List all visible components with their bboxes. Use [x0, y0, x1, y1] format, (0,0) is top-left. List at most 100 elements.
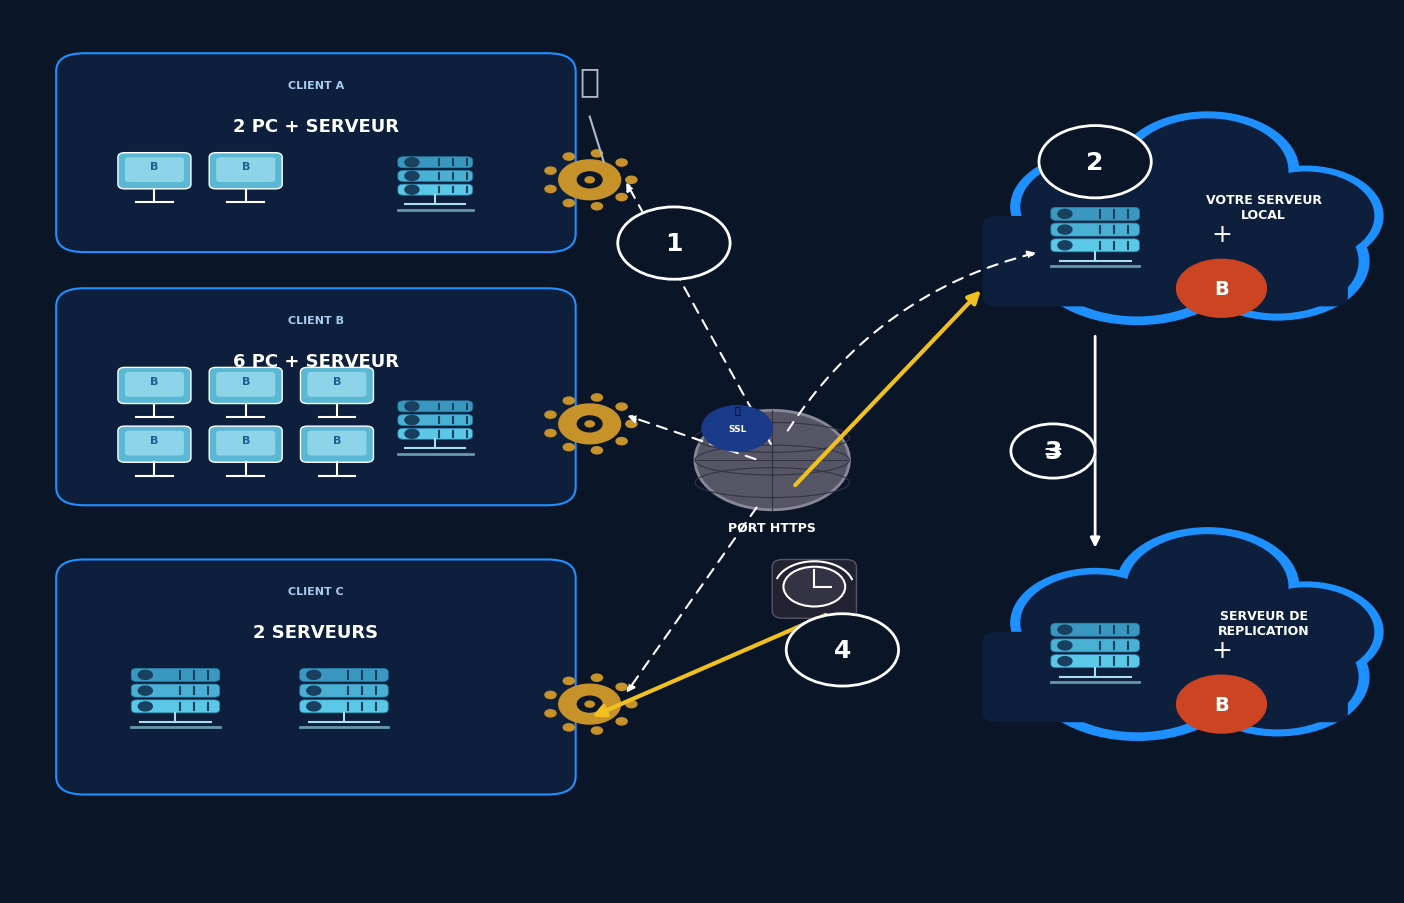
- Circle shape: [585, 422, 594, 427]
- Circle shape: [786, 614, 899, 686]
- FancyBboxPatch shape: [1050, 623, 1139, 637]
- Text: CLIENT B: CLIENT B: [288, 315, 344, 326]
- FancyBboxPatch shape: [397, 185, 473, 196]
- Circle shape: [1177, 675, 1266, 733]
- Circle shape: [404, 172, 418, 182]
- Circle shape: [783, 567, 845, 607]
- Circle shape: [138, 702, 152, 711]
- Circle shape: [1025, 181, 1250, 325]
- Circle shape: [616, 160, 628, 167]
- Circle shape: [563, 724, 574, 731]
- Circle shape: [306, 686, 320, 695]
- Circle shape: [545, 710, 556, 717]
- Circle shape: [306, 671, 320, 680]
- FancyBboxPatch shape: [397, 402, 473, 413]
- Circle shape: [404, 403, 418, 412]
- Text: B: B: [241, 377, 250, 386]
- Text: 2: 2: [1087, 151, 1104, 174]
- FancyBboxPatch shape: [983, 632, 1348, 722]
- FancyBboxPatch shape: [216, 372, 275, 397]
- Circle shape: [1039, 605, 1236, 731]
- Circle shape: [563, 444, 574, 452]
- FancyBboxPatch shape: [983, 217, 1348, 307]
- Circle shape: [138, 671, 152, 680]
- Circle shape: [616, 684, 628, 691]
- Circle shape: [545, 168, 556, 175]
- Circle shape: [1116, 113, 1299, 230]
- Circle shape: [1021, 575, 1170, 671]
- FancyBboxPatch shape: [131, 684, 219, 697]
- Text: 2 SERVEURS: 2 SERVEURS: [253, 623, 379, 641]
- Circle shape: [591, 447, 602, 454]
- Circle shape: [1116, 528, 1299, 646]
- Circle shape: [545, 430, 556, 437]
- Circle shape: [559, 405, 621, 444]
- FancyBboxPatch shape: [131, 668, 219, 682]
- Text: B: B: [150, 162, 159, 172]
- Circle shape: [618, 208, 730, 280]
- Circle shape: [404, 430, 418, 439]
- Circle shape: [626, 421, 637, 428]
- Circle shape: [1039, 126, 1151, 199]
- FancyBboxPatch shape: [397, 415, 473, 426]
- FancyBboxPatch shape: [125, 372, 184, 397]
- FancyBboxPatch shape: [56, 560, 576, 795]
- Circle shape: [563, 154, 574, 161]
- FancyBboxPatch shape: [1050, 639, 1139, 652]
- Circle shape: [591, 675, 602, 682]
- FancyBboxPatch shape: [397, 172, 473, 182]
- Circle shape: [585, 702, 594, 707]
- Text: SSL: SSL: [727, 424, 747, 433]
- Circle shape: [1057, 626, 1071, 635]
- Text: 4: 4: [834, 638, 851, 662]
- Text: SERVEUR DE
REPLICATION: SERVEUR DE REPLICATION: [1217, 610, 1310, 637]
- Text: PORT HTTPS: PORT HTTPS: [729, 522, 816, 535]
- Circle shape: [1177, 260, 1266, 318]
- Circle shape: [1011, 424, 1095, 479]
- Circle shape: [404, 416, 418, 425]
- Circle shape: [616, 718, 628, 725]
- FancyBboxPatch shape: [125, 158, 184, 182]
- Circle shape: [563, 397, 574, 405]
- Text: B: B: [1214, 694, 1228, 714]
- Circle shape: [591, 727, 602, 734]
- Text: VOTRE SERVEUR
LOCAL: VOTRE SERVEUR LOCAL: [1206, 194, 1321, 221]
- Circle shape: [563, 677, 574, 684]
- Text: B: B: [333, 435, 341, 445]
- Circle shape: [559, 684, 621, 724]
- Circle shape: [138, 686, 152, 695]
- Circle shape: [1057, 226, 1071, 235]
- FancyBboxPatch shape: [125, 431, 184, 456]
- FancyBboxPatch shape: [216, 431, 275, 456]
- Circle shape: [306, 702, 320, 711]
- FancyBboxPatch shape: [300, 700, 388, 713]
- Circle shape: [585, 178, 594, 183]
- FancyBboxPatch shape: [1050, 655, 1139, 668]
- Circle shape: [559, 161, 621, 200]
- Circle shape: [1238, 173, 1373, 260]
- Text: B: B: [241, 435, 250, 445]
- Text: B: B: [150, 377, 159, 386]
- FancyBboxPatch shape: [209, 368, 282, 405]
- Circle shape: [577, 172, 602, 189]
- Circle shape: [577, 696, 602, 712]
- FancyBboxPatch shape: [56, 54, 576, 253]
- Circle shape: [591, 203, 602, 210]
- Circle shape: [1238, 589, 1373, 675]
- Circle shape: [1127, 120, 1287, 223]
- Circle shape: [1021, 160, 1170, 256]
- Circle shape: [695, 411, 849, 510]
- Text: 2 PC + SERVEUR: 2 PC + SERVEUR: [233, 117, 399, 135]
- Text: CLIENT A: CLIENT A: [288, 80, 344, 91]
- Circle shape: [591, 395, 602, 402]
- FancyBboxPatch shape: [209, 426, 282, 462]
- FancyBboxPatch shape: [300, 668, 388, 682]
- FancyBboxPatch shape: [300, 368, 373, 405]
- Text: 🔒: 🔒: [734, 405, 740, 415]
- Text: +: +: [1212, 638, 1231, 662]
- FancyBboxPatch shape: [118, 154, 191, 190]
- Circle shape: [1057, 210, 1071, 219]
- Text: B: B: [241, 162, 250, 172]
- FancyBboxPatch shape: [300, 684, 388, 697]
- Circle shape: [626, 701, 637, 708]
